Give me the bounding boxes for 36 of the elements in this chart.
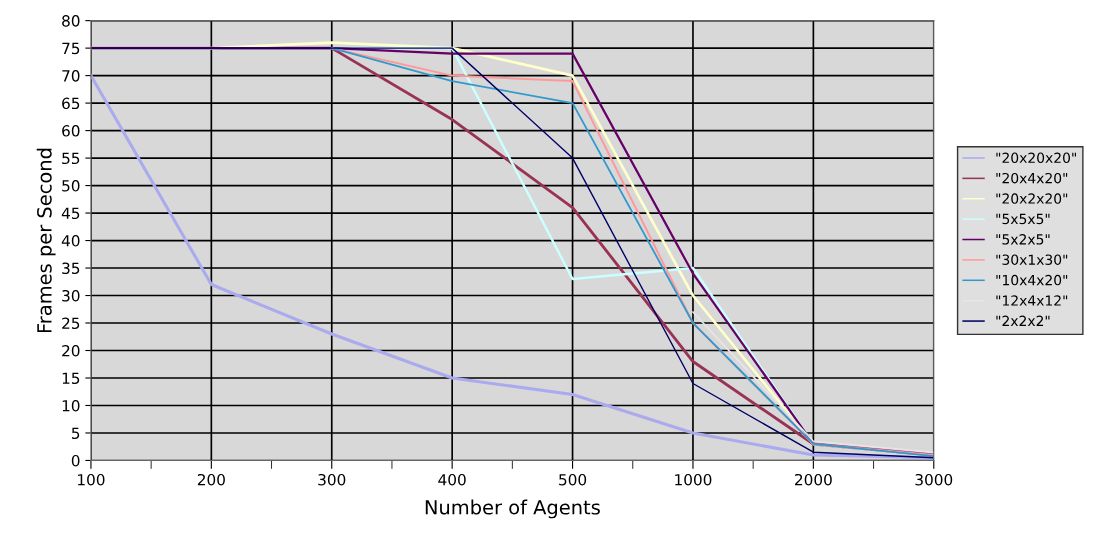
legend-label: "20x4x20" bbox=[996, 172, 1068, 184]
y-tick-label: 0 bbox=[71, 454, 80, 467]
x-tick-label: 100 bbox=[78, 473, 105, 486]
y-tick-label: 15 bbox=[62, 372, 80, 385]
y-tick-label: 75 bbox=[62, 42, 80, 55]
y-tick-label: 55 bbox=[62, 152, 80, 165]
y-tick-label: 10 bbox=[62, 399, 80, 412]
y-tick-label: 65 bbox=[62, 97, 80, 110]
y-tick-label: 50 bbox=[62, 180, 80, 192]
x-tick-label: 3000 bbox=[915, 473, 953, 486]
x-tick-label: 300 bbox=[318, 473, 346, 486]
x-axis-title: Number of Agents bbox=[425, 499, 600, 519]
x-tick-label: 200 bbox=[197, 473, 225, 486]
legend-label: "20x2x20" bbox=[996, 193, 1068, 204]
y-tick-label: 35 bbox=[62, 262, 80, 275]
y-tick-label: 30 bbox=[62, 289, 80, 302]
y-tick-label: 45 bbox=[61, 207, 80, 220]
x-tick-label: 400 bbox=[438, 473, 466, 486]
y-tick-label: 40 bbox=[61, 235, 80, 247]
legend-label: "10x4x20" bbox=[996, 274, 1068, 286]
legend-label: "5x5x5" bbox=[996, 213, 1050, 225]
x-tick-label: 500 bbox=[559, 473, 587, 486]
legend-label: "2x2x2" bbox=[996, 315, 1050, 326]
legend-label: "5x2x5" bbox=[996, 234, 1050, 245]
legend-label: "12x4x12" bbox=[996, 295, 1068, 306]
legend-label: "30x1x30" bbox=[996, 254, 1068, 265]
y-axis-title: Frames per Second bbox=[36, 148, 56, 333]
y-tick-label: 20 bbox=[62, 344, 80, 357]
y-tick-label: 5 bbox=[71, 427, 80, 439]
y-tick-label: 60 bbox=[62, 125, 80, 137]
y-tick-label: 25 bbox=[62, 317, 80, 330]
x-tick-label: 1000 bbox=[675, 473, 712, 486]
x-tick-label: 2000 bbox=[795, 473, 832, 486]
y-tick-label: 70 bbox=[62, 70, 80, 82]
legend-label: "20x20x20" bbox=[996, 152, 1076, 164]
y-tick-label: 80 bbox=[62, 15, 80, 27]
